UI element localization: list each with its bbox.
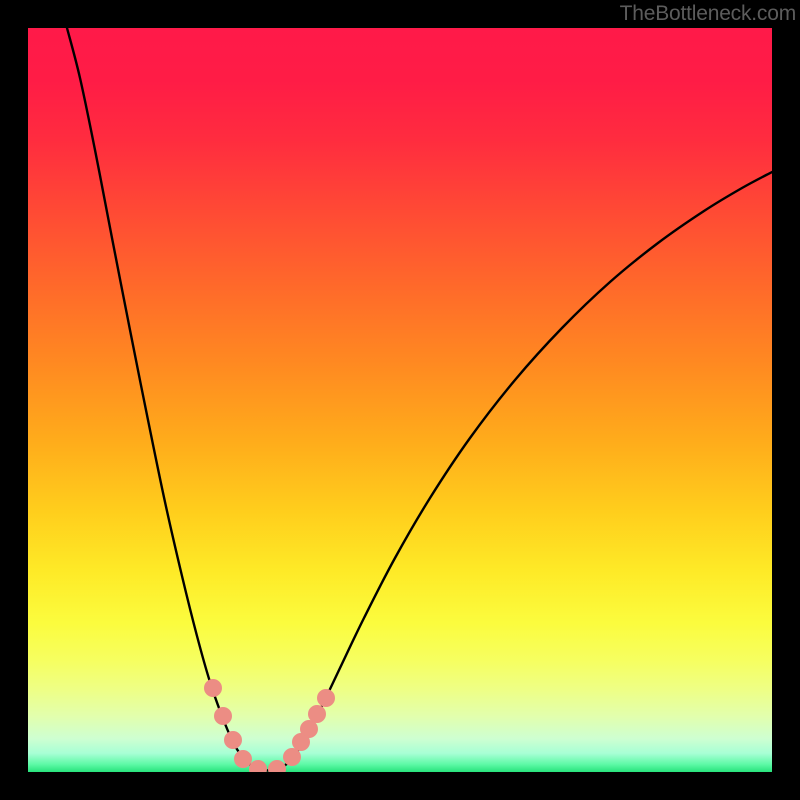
data-marker — [215, 708, 232, 725]
data-marker — [309, 706, 326, 723]
plot-background-gradient — [28, 28, 772, 772]
data-marker — [284, 749, 301, 766]
chart-svg — [0, 0, 800, 800]
attribution-text: TheBottleneck.com — [620, 2, 796, 26]
data-marker — [235, 751, 252, 768]
chart-canvas: TheBottleneck.com — [0, 0, 800, 800]
data-marker — [205, 680, 222, 697]
data-marker — [318, 690, 335, 707]
data-marker — [225, 732, 242, 749]
data-marker — [301, 721, 318, 738]
